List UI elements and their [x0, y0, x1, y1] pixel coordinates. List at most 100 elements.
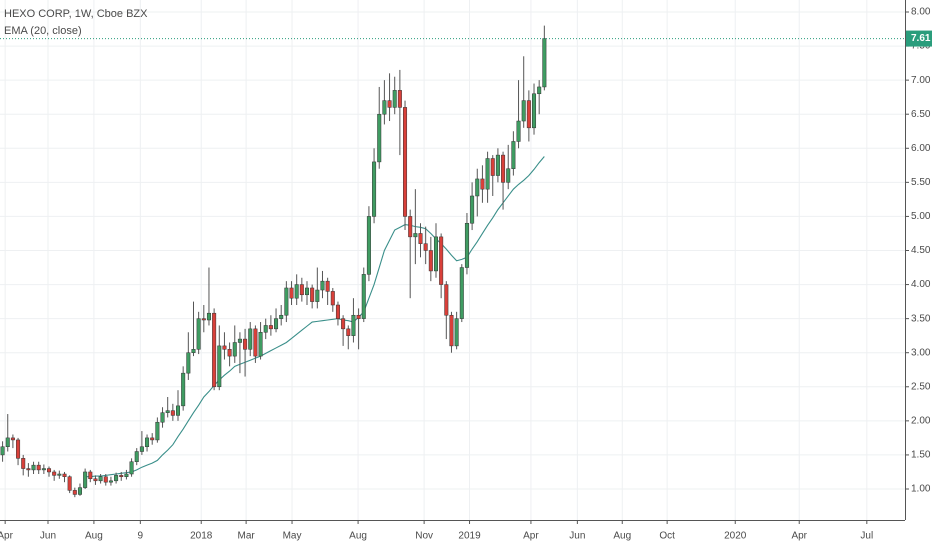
candle-body [217, 345, 222, 388]
candle-body [532, 93, 537, 129]
x-tick-label: Jun [40, 531, 56, 542]
candle-body [284, 287, 289, 316]
x-tick-label: 9 [138, 531, 144, 542]
candle-body [139, 446, 144, 452]
y-tick-label: 6.00 [911, 143, 931, 154]
candle-body [88, 471, 93, 480]
candle-body [346, 328, 351, 336]
x-tick-label: Aug [613, 531, 631, 542]
candle-body [83, 471, 88, 488]
candle-body [155, 421, 160, 441]
candle-body [93, 478, 98, 482]
candle-body [124, 473, 129, 477]
candle-body [201, 318, 206, 321]
x-tick-label: 2020 [724, 531, 747, 542]
candle-body [21, 458, 26, 469]
candle-body [274, 318, 279, 330]
candle-body [248, 328, 253, 350]
candle-body [428, 250, 433, 272]
candle-body [170, 410, 175, 416]
y-tick-label: 5.00 [911, 211, 931, 222]
candle-body [67, 476, 72, 491]
y-tick-label: 1.50 [911, 450, 931, 461]
candle-body [413, 233, 418, 238]
candle-body [26, 468, 31, 471]
candle-body [129, 461, 134, 475]
candle-body [31, 464, 36, 471]
y-tick-label: 2.50 [911, 381, 931, 392]
grid [0, 0, 905, 520]
candle-body [279, 314, 284, 319]
candle-body [16, 439, 21, 459]
last-price-label: 7.61 [911, 33, 931, 44]
candle-body [361, 274, 366, 319]
x-tick-label: Apr [523, 531, 539, 542]
candle-body [516, 120, 521, 142]
candle-body [5, 437, 10, 447]
candle-body [237, 338, 242, 343]
candle-body [0, 446, 5, 456]
chart-title: HEXO CORP, 1W, Cboe BZX [4, 8, 148, 20]
candle-body [243, 338, 248, 350]
candle-body [304, 287, 310, 296]
candle-body [537, 86, 542, 95]
candle-body [72, 490, 77, 495]
candle-body [258, 332, 263, 357]
candle-body [299, 284, 304, 296]
x-tick-label: Oct [659, 531, 675, 542]
candle-body [181, 372, 186, 407]
candle-body [454, 318, 459, 347]
candle-body [232, 342, 237, 357]
y-tick-label: 6.50 [911, 109, 931, 120]
candle-body [501, 154, 506, 183]
candle-body [41, 468, 46, 471]
candle-body [464, 222, 469, 268]
x-tick-label: Mar [237, 531, 255, 542]
candle-body [57, 473, 62, 476]
candle-body [335, 304, 340, 319]
x-tick-label: Jul [860, 531, 873, 542]
candle-body [392, 90, 397, 108]
candle-body [186, 352, 191, 374]
candle-body [206, 312, 211, 321]
candle-body [387, 100, 392, 108]
candle-body [495, 154, 500, 176]
candle-body [506, 168, 511, 183]
candle-body [475, 178, 480, 197]
candle-body [227, 349, 232, 357]
candle-body [253, 328, 258, 357]
candle-body [98, 476, 103, 482]
candle-body [150, 437, 155, 441]
candle-body [145, 437, 150, 447]
candle-body [108, 480, 113, 483]
candle-body [521, 100, 526, 122]
x-tick-label: Aug [349, 531, 367, 542]
candle-body [439, 236, 444, 285]
x-tick-label: Aug [85, 531, 103, 542]
candle-body [160, 412, 165, 423]
candle-body [470, 195, 475, 224]
x-tick-label: May [283, 531, 302, 542]
axes: 1.00 1.50 2.00 2.50 3.00 3.50 4.00 4.50 5.00 5.50… [0, 7, 932, 542]
candle-body [449, 314, 454, 347]
candle-body [62, 473, 67, 477]
candle-body [526, 100, 531, 129]
y-tick-label: 1.00 [911, 484, 931, 495]
candle-body [263, 325, 268, 333]
y-tick-label: 5.50 [911, 177, 931, 188]
x-tick-label: Jun [569, 531, 585, 542]
candle-body [103, 476, 108, 483]
x-tick-label: 2018 [190, 531, 213, 542]
candle-body [408, 216, 413, 238]
candle-body [47, 468, 52, 473]
indicator-legend: EMA (20, close) [4, 25, 82, 37]
candle-body [511, 141, 516, 169]
candle-body [366, 216, 371, 275]
candle-body [418, 233, 423, 244]
candle-body [433, 236, 438, 272]
candle-body [191, 349, 196, 353]
candle-body [377, 113, 382, 163]
x-tick-label: Apr [791, 531, 807, 542]
last-price-box [906, 30, 932, 47]
candle-body [176, 405, 181, 416]
